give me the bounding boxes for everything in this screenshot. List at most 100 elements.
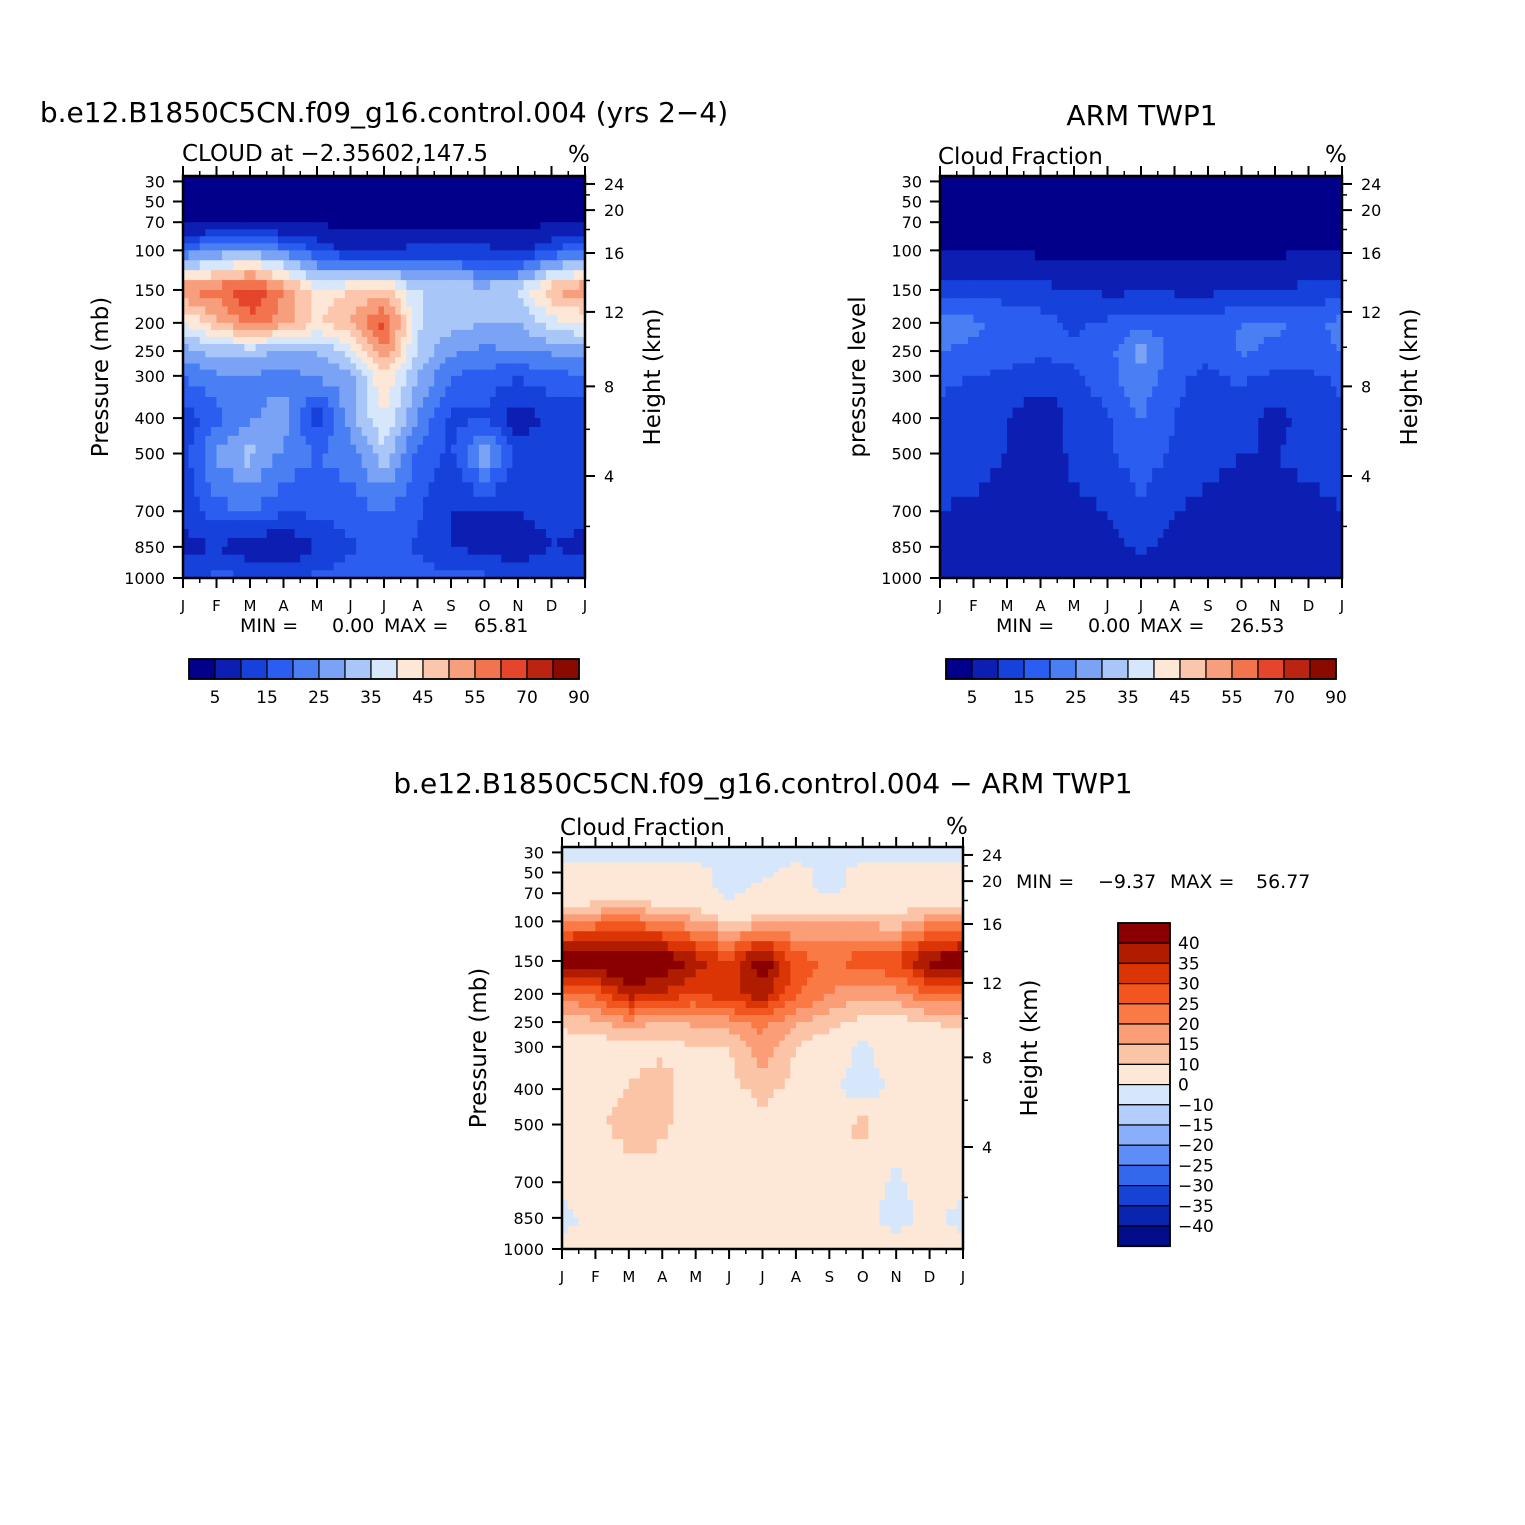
contour-cell bbox=[956, 181, 963, 188]
contour-cell bbox=[227, 344, 234, 352]
contour-cell bbox=[545, 496, 553, 512]
contour-cell bbox=[1141, 181, 1148, 188]
contour-cell bbox=[1191, 211, 1198, 218]
contour-cell bbox=[1079, 260, 1086, 271]
contour-cell bbox=[199, 369, 206, 377]
contour-cell bbox=[423, 467, 430, 483]
contour-cell bbox=[473, 336, 480, 345]
contour-cell bbox=[411, 344, 419, 352]
contour-cell bbox=[1029, 306, 1036, 316]
contour-cell bbox=[1157, 306, 1164, 316]
contour-cell bbox=[1314, 217, 1321, 223]
contour-cell bbox=[250, 418, 257, 428]
contour-cell bbox=[1023, 196, 1030, 203]
contour-cell bbox=[1314, 196, 1321, 203]
contour-cell bbox=[261, 270, 268, 281]
contour-cell bbox=[1252, 196, 1259, 203]
contour-cell bbox=[305, 211, 313, 218]
contour-cell bbox=[1007, 186, 1014, 193]
contour-cell bbox=[384, 570, 391, 579]
contour-cell bbox=[277, 336, 285, 345]
contour-cell bbox=[506, 236, 514, 244]
contour-cell bbox=[255, 196, 262, 203]
contour-cell bbox=[1023, 217, 1030, 223]
contour-cell bbox=[1062, 306, 1070, 316]
contour-cell bbox=[361, 369, 368, 377]
contour-cell bbox=[277, 229, 285, 237]
contour-cell bbox=[311, 329, 318, 338]
contour-cell bbox=[210, 206, 218, 213]
contour-cell bbox=[233, 554, 240, 564]
contour-cell bbox=[1051, 250, 1058, 261]
contour-cell bbox=[238, 357, 246, 365]
contour-cell bbox=[990, 217, 997, 223]
contour-cell bbox=[367, 520, 374, 530]
contour-cell bbox=[294, 520, 301, 530]
contour-cell bbox=[255, 322, 262, 331]
contour-cell bbox=[1235, 314, 1243, 324]
contour-cell bbox=[294, 211, 301, 218]
contour-cell bbox=[1230, 229, 1237, 237]
contour-cell bbox=[484, 260, 491, 271]
contour-cell bbox=[367, 243, 374, 251]
contour-cell bbox=[372, 357, 380, 365]
contour-cell bbox=[384, 426, 391, 437]
contour-cell bbox=[545, 396, 553, 409]
contour-cell bbox=[1308, 270, 1315, 281]
contour-cell bbox=[238, 322, 246, 331]
contour-cell bbox=[1040, 186, 1047, 193]
contour-cell bbox=[367, 270, 374, 281]
contour-cell bbox=[568, 396, 575, 409]
contour-cell bbox=[1012, 243, 1019, 251]
contour-cell bbox=[512, 260, 519, 271]
contour-cell bbox=[311, 289, 318, 299]
contour-cell bbox=[1007, 289, 1014, 299]
contour-cell bbox=[484, 351, 491, 358]
contour-cell bbox=[462, 418, 469, 428]
contour-cell bbox=[384, 201, 391, 208]
contour-cell bbox=[990, 280, 997, 291]
contour-cell bbox=[973, 181, 980, 188]
contour-cell bbox=[227, 375, 234, 388]
contour-cell bbox=[356, 314, 363, 324]
contour-cell bbox=[378, 298, 385, 307]
contour-cell bbox=[289, 181, 296, 188]
contour-cell bbox=[378, 222, 385, 230]
contour-cell bbox=[1012, 298, 1019, 307]
contour-cell bbox=[333, 186, 340, 193]
contour-cell bbox=[428, 386, 435, 398]
contour-cell bbox=[478, 537, 486, 548]
contour-cell bbox=[1297, 250, 1304, 261]
contour-cell bbox=[367, 537, 374, 548]
contour-cell bbox=[1157, 191, 1164, 198]
contour-cell bbox=[216, 191, 223, 198]
contour-cell bbox=[266, 369, 273, 377]
contour-cell bbox=[1068, 211, 1075, 218]
contour-cell bbox=[445, 396, 452, 409]
contour-cell bbox=[1012, 206, 1019, 213]
contour-cell bbox=[277, 554, 285, 564]
contour-cell bbox=[962, 289, 969, 299]
contour-cell bbox=[1297, 217, 1304, 223]
contour-cell bbox=[434, 520, 441, 530]
contour-cell bbox=[1113, 236, 1120, 244]
contour-cell bbox=[495, 511, 502, 521]
panel1-title: b.e12.B1850C5CN.f09_g16.control.004 (yrs… bbox=[40, 96, 728, 129]
contour-cell bbox=[478, 322, 486, 331]
contour-cell bbox=[1074, 211, 1081, 218]
contour-cell bbox=[951, 206, 958, 213]
contour-cell bbox=[317, 181, 324, 188]
contour-cell bbox=[233, 444, 240, 455]
contour-cell bbox=[311, 250, 318, 261]
contour-cell bbox=[317, 201, 324, 208]
contour-cell bbox=[540, 222, 547, 230]
contour-cell bbox=[372, 570, 380, 579]
contour-cell bbox=[199, 260, 206, 271]
contour-cell bbox=[378, 280, 385, 291]
contour-cell bbox=[283, 217, 290, 223]
contour-cell bbox=[266, 236, 273, 244]
contour-cell bbox=[1241, 186, 1248, 193]
contour-cell bbox=[389, 418, 396, 428]
contour-cell bbox=[551, 351, 558, 358]
contour-cell bbox=[473, 314, 480, 324]
